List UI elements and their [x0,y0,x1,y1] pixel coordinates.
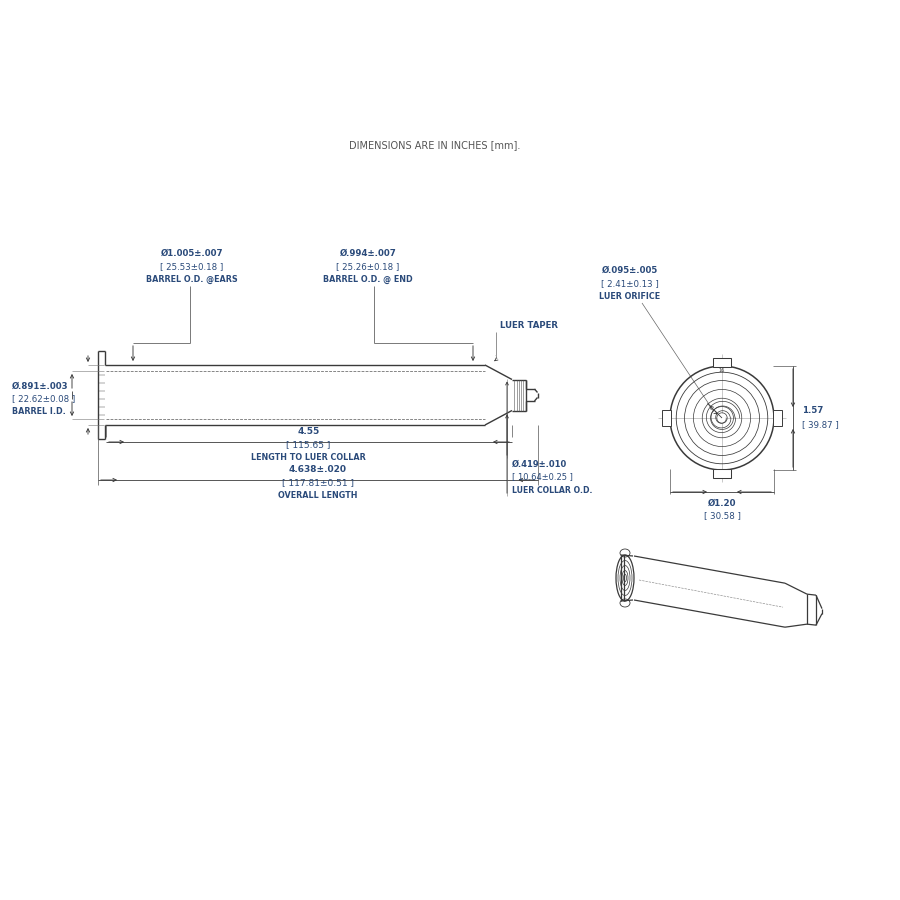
Text: LENGTH TO LUER COLLAR: LENGTH TO LUER COLLAR [251,453,366,462]
Text: [ 25.26±0.18 ]: [ 25.26±0.18 ] [337,262,400,271]
Text: [ 10.64±0.25 ]: [ 10.64±0.25 ] [512,472,573,482]
Text: LUER COLLAR O.D.: LUER COLLAR O.D. [512,485,592,494]
Text: Ø.994±.007: Ø.994±.007 [339,249,396,258]
Text: BARREL O.D. @EARS: BARREL O.D. @EARS [146,274,238,284]
Text: BARREL I.D.: BARREL I.D. [12,408,66,417]
Bar [773,410,782,427]
Text: [ 25.53±0.18 ]: [ 25.53±0.18 ] [160,262,223,271]
Text: 4.55: 4.55 [297,427,320,436]
Text: Ø.419±.010: Ø.419±.010 [512,460,567,469]
Text: Ø1.005±.007: Ø1.005±.007 [161,249,223,258]
Text: 4.638±.020: 4.638±.020 [289,465,347,474]
Bar [713,469,731,478]
Text: [ 2.41±0.13 ]: [ 2.41±0.13 ] [601,279,659,288]
Text: Ø1.20: Ø1.20 [707,499,736,508]
Text: [ 30.58 ]: [ 30.58 ] [704,511,741,520]
Text: LUER TAPER: LUER TAPER [500,320,558,329]
Text: Ø.891±.003: Ø.891±.003 [12,382,68,391]
Bar [662,410,671,427]
Bar [713,358,731,367]
Text: 1.57: 1.57 [802,407,824,416]
Text: [ 115.65 ]: [ 115.65 ] [286,440,330,449]
Text: [ 39.87 ]: [ 39.87 ] [802,420,839,429]
Text: OVERALL LENGTH: OVERALL LENGTH [278,491,357,500]
Text: [ 22.62±0.08 ]: [ 22.62±0.08 ] [12,394,76,403]
Text: Ø.095±.005: Ø.095±.005 [602,266,658,275]
Text: [ 117.81±0.51 ]: [ 117.81±0.51 ] [282,478,354,487]
Text: 16: 16 [719,367,725,373]
Text: LUER ORIFICE: LUER ORIFICE [599,292,661,301]
Text: DIMENSIONS ARE IN INCHES [mm].: DIMENSIONS ARE IN INCHES [mm]. [349,140,521,150]
Text: BARREL O.D. @ END: BARREL O.D. @ END [323,274,413,284]
